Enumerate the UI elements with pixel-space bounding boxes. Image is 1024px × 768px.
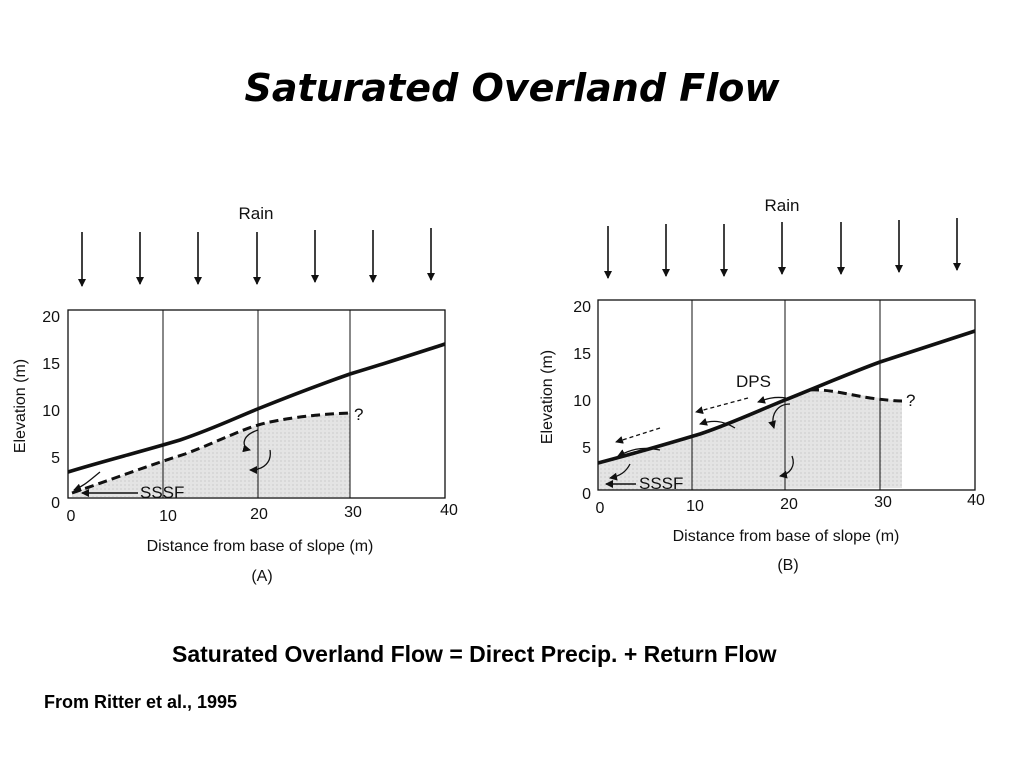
return-flow-arrow-icon <box>699 417 736 429</box>
y-tick-label: 10 <box>42 403 60 420</box>
rain-arrows <box>78 228 435 287</box>
y-tick-label: 10 <box>573 393 591 410</box>
dps-arrow-icon <box>695 397 749 415</box>
sssf-label: SSSF <box>140 483 184 502</box>
return-flow-arrow-icon <box>609 463 631 481</box>
dps-arrow-icon <box>615 427 661 444</box>
sssf-label: SSSF <box>639 474 683 493</box>
water-table <box>809 388 903 403</box>
x-tick-label: 30 <box>874 494 892 511</box>
y-tick-label: 20 <box>573 299 591 316</box>
question-mark: ? <box>906 391 915 410</box>
return-flow-arrow-icon <box>617 447 661 457</box>
x-tick-label: 0 <box>67 508 76 525</box>
return-flow-arrow-icon <box>757 395 787 404</box>
return-flow-arrow-icon <box>73 471 101 492</box>
y-tick-label: 15 <box>573 346 591 363</box>
y-tick-label: 0 <box>51 495 60 512</box>
y-axis-label: Elevation (m) <box>539 350 556 444</box>
dps-label: DPS <box>736 372 771 391</box>
x-tick-label: 20 <box>780 496 798 513</box>
panel-label: (B) <box>777 557 798 574</box>
question-mark: ? <box>354 405 363 424</box>
y-tick-label: 5 <box>582 440 591 457</box>
return-flow-arrow-icon <box>779 455 794 479</box>
plot-frame <box>67 309 446 499</box>
rain-label: Rain <box>765 196 800 215</box>
rain-label: Rain <box>239 204 274 223</box>
return-flow-arrow-icon <box>249 449 271 474</box>
x-tick-label: 40 <box>967 492 985 509</box>
water-table <box>71 411 351 495</box>
return-flow-arrow-icon <box>242 429 259 453</box>
x-tick-label: 40 <box>440 502 458 519</box>
slide-title: Saturated Overland Flow <box>244 66 780 110</box>
ground-surface <box>67 342 446 474</box>
ground-surface <box>597 329 976 465</box>
y-tick-label: 15 <box>42 356 60 373</box>
figure-a: Rain SSSF ? 20 15 10 <box>12 204 458 585</box>
equation-caption: Saturated Overland Flow = Direct Precip.… <box>172 641 777 667</box>
y-tick-label: 0 <box>582 486 591 503</box>
x-tick-label: 20 <box>250 506 268 523</box>
rain-arrows <box>604 218 961 279</box>
x-tick-label: 10 <box>159 508 177 525</box>
panel-label: (A) <box>251 568 272 585</box>
saturated-zone <box>598 390 902 490</box>
source-citation: From Ritter et al., 1995 <box>44 692 238 712</box>
x-axis-label: Distance from base of slope (m) <box>147 538 374 555</box>
figure-b: Rain DPS SSS <box>539 196 985 574</box>
y-tick-label: 20 <box>42 309 60 326</box>
y-axis-label: Elevation (m) <box>12 359 29 453</box>
x-axis-label: Distance from base of slope (m) <box>673 528 900 545</box>
x-tick-label: 0 <box>596 500 605 517</box>
saturated-zone <box>72 413 350 497</box>
x-tick-label: 10 <box>686 498 704 515</box>
y-tick-label: 5 <box>51 450 60 467</box>
return-flow-arrow-icon <box>768 403 791 429</box>
x-tick-label: 30 <box>344 504 362 521</box>
plot-frame <box>597 299 976 491</box>
